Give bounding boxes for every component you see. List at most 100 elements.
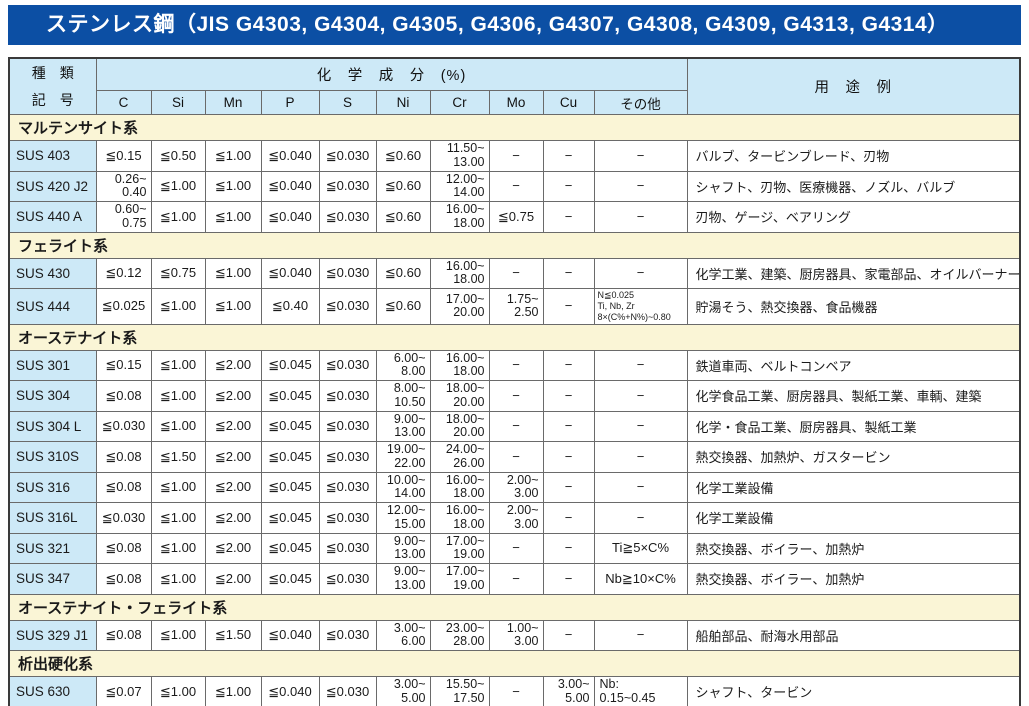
cell-mo: − [488, 532, 544, 565]
table-row: SUS 329 J1 ≦0.08 ≦1.00 ≦1.50 ≦0.040 ≦0.030 3.0… [8, 619, 1021, 652]
cell-ni: 10.00~ 14.00 [375, 471, 431, 504]
column-header-kind-symbol: 種 類 記 号 [8, 57, 97, 116]
cell-cu: − [542, 502, 595, 534]
cell-p: ≦0.045 [260, 471, 320, 504]
cell-cu: − [542, 532, 595, 565]
cell-others: − [593, 257, 688, 290]
cell-s: ≦0.030 [318, 288, 377, 325]
cell-s: ≦0.030 [318, 170, 377, 203]
cell-si: ≦1.00 [150, 349, 206, 382]
cell-ni: ≦0.60 [375, 201, 431, 233]
cell-cu: − [542, 288, 595, 325]
column-header-chemical-composition: 化 学 成 分 (%) [95, 57, 688, 92]
cell-ni: 19.00~ 22.00 [375, 441, 431, 473]
cell-ni: ≦0.60 [375, 257, 431, 290]
cell-usage: 化学工業設備 [686, 502, 1021, 534]
row-label: SUS 316L [8, 502, 97, 534]
cell-c: ≦0.08 [95, 441, 152, 473]
cell-p: ≦0.040 [260, 170, 320, 203]
table-row: SUS 430 ≦0.12 ≦0.75 ≦1.00 ≦0.040 ≦0.030 ≦0.60 1… [8, 257, 1021, 290]
cell-s: ≦0.030 [318, 410, 377, 443]
cell-cr: 16.00~ 18.00 [429, 349, 490, 382]
cell-s: ≦0.030 [318, 563, 377, 595]
cell-p: ≦0.045 [260, 380, 320, 412]
section-header: フェライト系 [8, 231, 1021, 259]
cell-cu: − [542, 441, 595, 473]
cell-mo: 1.00~ 3.00 [488, 619, 544, 652]
cell-s: ≦0.030 [318, 471, 377, 504]
cell-others: − [593, 140, 688, 172]
section-row: マルテンサイト系 [8, 114, 1021, 142]
cell-cr: 18.00~ 20.00 [429, 380, 490, 412]
cell-ni: ≦0.60 [375, 170, 431, 203]
cell-usage: 熱交換器、加熱炉、ガスタービン [686, 441, 1021, 473]
cell-p: ≦0.040 [260, 257, 320, 290]
cell-mo: ≦0.75 [488, 201, 544, 233]
section-row: オーステナイト・フェライト系 [8, 593, 1021, 621]
cell-others: − [593, 441, 688, 473]
cell-si: ≦1.00 [150, 563, 206, 595]
cell-cu: 3.00~ 5.00 [542, 676, 595, 706]
cell-mn: ≦1.00 [204, 140, 262, 172]
cell-ni: 3.00~ 5.00 [375, 676, 431, 706]
cell-s: ≦0.030 [318, 201, 377, 233]
cell-cu: − [542, 563, 595, 595]
cell-mn: ≦2.00 [204, 441, 262, 473]
table-row: SUS 310S ≦0.08 ≦1.50 ≦2.00 ≦0.045 ≦0.030 19.00… [8, 441, 1021, 473]
cell-s: ≦0.030 [318, 619, 377, 652]
cell-others: Nb: 0.15~0.45 [593, 676, 688, 706]
cell-usage: 貯湯そう、熱交換器、食品機器 [686, 288, 1021, 325]
section-header: オーステナイト系 [8, 323, 1021, 351]
cell-cr: 17.00~ 19.00 [429, 563, 490, 595]
cell-s: ≦0.030 [318, 676, 377, 706]
cell-si: ≦0.75 [150, 257, 206, 290]
cell-mo: − [488, 410, 544, 443]
cell-usage: 刃物、ゲージ、ベアリング [686, 201, 1021, 233]
table-row: SUS 316L ≦0.030 ≦1.00 ≦2.00 ≦0.045 ≦0.030 12.0… [8, 502, 1021, 534]
cell-ni: 9.00~ 13.00 [375, 532, 431, 565]
column-header-ni: Ni [375, 90, 431, 116]
cell-p: ≦0.40 [260, 288, 320, 325]
cell-mo: − [488, 140, 544, 172]
cell-mn: ≦2.00 [204, 380, 262, 412]
symbol-label: 記 号 [31, 91, 74, 108]
cell-p: ≦0.045 [260, 441, 320, 473]
cell-ni: ≦0.60 [375, 288, 431, 325]
cell-usage: シャフト、タービン [686, 676, 1021, 706]
cell-cr: 17.00~ 19.00 [429, 532, 490, 565]
cell-cu: − [542, 170, 595, 203]
cell-usage: 化学工業、建築、厨房器具、家電部品、オイルバーナー部品 [686, 257, 1021, 290]
row-label: SUS 420 J2 [8, 170, 97, 203]
cell-others: Nb≧10×C% [593, 563, 688, 595]
row-label: SUS 304 [8, 380, 97, 412]
cell-mn: ≦2.00 [204, 471, 262, 504]
cell-p: ≦0.045 [260, 563, 320, 595]
cell-s: ≦0.030 [318, 441, 377, 473]
cell-mo: − [488, 380, 544, 412]
row-label: SUS 444 [8, 288, 97, 325]
cell-si: ≦1.00 [150, 380, 206, 412]
cell-si: ≦1.00 [150, 619, 206, 652]
table-header: 種 類 記 号 化 学 成 分 (%) 用 途 例 C Si Mn P S Ni… [8, 57, 1021, 116]
cell-others: − [593, 619, 688, 652]
cell-cr: 16.00~ 18.00 [429, 201, 490, 233]
cell-others: − [593, 380, 688, 412]
cell-c: ≦0.12 [95, 257, 152, 290]
row-label: SUS 321 [8, 532, 97, 565]
table-row: SUS 420 J2 0.26~ 0.40 ≦1.00 ≦1.00 ≦0.040 ≦0.0… [8, 170, 1021, 203]
cell-mo: − [488, 170, 544, 203]
row-label: SUS 403 [8, 140, 97, 172]
cell-si: ≦1.00 [150, 532, 206, 565]
cell-cr: 11.50~ 13.00 [429, 140, 490, 172]
section-row: 析出硬化系 [8, 650, 1021, 678]
cell-usage: 熱交換器、ボイラー、加熱炉 [686, 563, 1021, 595]
cell-mn: ≦2.00 [204, 563, 262, 595]
cell-cr: 12.00~ 14.00 [429, 170, 490, 203]
section-header: マルテンサイト系 [8, 114, 1021, 142]
row-label: SUS 630 [8, 676, 97, 706]
cell-others: − [593, 170, 688, 203]
cell-ni: 9.00~ 13.00 [375, 563, 431, 595]
row-label: SUS 310S [8, 441, 97, 473]
row-label: SUS 316 [8, 471, 97, 504]
